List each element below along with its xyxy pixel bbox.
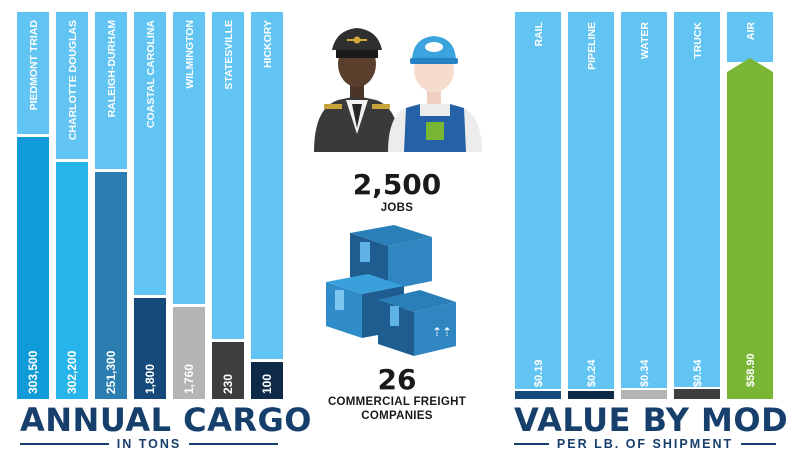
cargo-bar-track: [95, 12, 127, 169]
cargo-title: ANNUAL CARGO: [20, 401, 312, 439]
cargo-category-label: COASTAL CAROLINA: [145, 20, 157, 129]
cargo-value-label: 303,500: [26, 350, 40, 394]
cargo-bar-group-charlotte-douglas: CHARLOTTE DOUGLAS 302,200: [56, 12, 88, 399]
mode-bar: [727, 58, 773, 399]
mode-subtitle: PER LB. OF SHIPMENT: [514, 437, 777, 451]
cargo-bar: [95, 172, 127, 399]
mode-bar: [515, 391, 561, 399]
boxes-icon: ⇡⇡: [326, 225, 456, 356]
mode-value-label: $0.24: [586, 359, 598, 387]
mode-bar-group-air: AIR $58.90: [727, 12, 773, 399]
mode-title: VALUE BY MODE: [514, 401, 789, 439]
mode-category-label: RAIL: [533, 21, 545, 46]
cargo-bar-group-hickory: HICKORY 100: [251, 12, 283, 399]
cargo-category-label: HICKORY: [262, 20, 274, 68]
cargo-value-label: 251,300: [104, 350, 118, 394]
cargo-bar: [212, 342, 244, 399]
mode-subtitle-text: PER LB. OF SHIPMENT: [556, 437, 734, 451]
cargo-category-label: WILMINGTON: [184, 20, 196, 89]
cargo-bar-track: [212, 12, 244, 339]
mode-value-label: $0.54: [692, 359, 704, 387]
mode-bar-track: [674, 12, 720, 387]
cargo-bar: [173, 307, 205, 399]
subtitle-rule-left: [514, 443, 549, 445]
mode-bar: [568, 391, 614, 399]
mode-bar-track: [568, 12, 614, 389]
cargo-value-label: 100: [260, 374, 274, 394]
cargo-category-label: STATESVILLE: [223, 20, 235, 90]
subtitle-rule-right: [189, 443, 279, 445]
cargo-bar: [134, 298, 166, 399]
mode-bar-group-water: WATER $0.34: [621, 12, 667, 399]
mode-bar: [621, 390, 667, 399]
cargo-subtitle-text: IN TONS: [116, 437, 182, 451]
mode-bar-track: [727, 12, 773, 62]
cargo-bar-group-wilmington: WILMINGTON 1,760: [173, 12, 205, 399]
cargo-bar: [56, 162, 88, 399]
companies-label: COMMERCIAL FREIGHT COMPANIES: [327, 396, 467, 422]
worker-icon: [388, 36, 482, 152]
mode-bar-group-truck: TRUCK $0.54: [674, 12, 720, 399]
cargo-bar-group-statesville: STATESVILLE 230: [212, 12, 244, 399]
cargo-value-label: 302,200: [65, 350, 79, 394]
cargo-bar-track: [134, 12, 166, 295]
cargo-value-label: 1,800: [143, 364, 157, 394]
companies-value: 26: [377, 363, 417, 396]
mode-bar-group-rail: RAIL $0.19: [515, 12, 561, 399]
mode-bar-track: [621, 12, 667, 388]
mode-value-label: $0.34: [639, 359, 651, 387]
cargo-value-label: 230: [221, 374, 235, 394]
cargo-bar-track: [173, 12, 205, 304]
mode-bar-group-pipeline: PIPELINE $0.24: [568, 12, 614, 399]
cargo-value-label: 1,760: [182, 364, 196, 394]
svg-text:⇡⇡: ⇡⇡: [432, 325, 452, 339]
pilot-icon: [314, 28, 400, 152]
mode-category-label: PIPELINE: [586, 22, 598, 70]
mode-bar: [674, 389, 720, 399]
cargo-bar-track: [56, 12, 88, 159]
cargo-bar: [17, 137, 49, 399]
cargo-bar-group-piedmont-triad: PIEDMONT TRIAD 303,500: [17, 12, 49, 399]
cargo-bar-group-coastal-carolina: COASTAL CAROLINA 1,800: [134, 12, 166, 399]
annual-cargo-chart: PIEDMONT TRIAD 303,500 CHARLOTTE DOUGLAS 30…: [17, 12, 283, 399]
mode-value-label: $58.90: [745, 353, 757, 387]
value-by-mode-chart: RAIL $0.19 PIPELINE $0.24 WATER $0.34 TRUCK $0.…: [515, 12, 773, 399]
subtitle-rule-right: [741, 443, 777, 445]
jobs-value: 2,500: [352, 168, 442, 201]
cargo-bar: [251, 362, 283, 399]
cargo-bar-track: [17, 12, 49, 134]
mode-value-label: $0.19: [533, 359, 545, 387]
mode-category-label: TRUCK: [692, 22, 704, 59]
cargo-bar-track: [251, 12, 283, 359]
jobs-label: JOBS: [380, 202, 414, 214]
cargo-category-label: RALEIGH-DURHAM: [106, 20, 118, 118]
cargo-category-label: PIEDMONT TRIAD: [28, 20, 40, 111]
cargo-category-label: CHARLOTTE DOUGLAS: [67, 20, 79, 140]
mode-category-label: AIR: [745, 22, 757, 41]
cargo-bar-group-raleigh-durham: RALEIGH-DURHAM 251,300: [95, 12, 127, 399]
mode-bar-track: [515, 12, 561, 389]
mode-category-label: WATER: [639, 22, 651, 60]
subtitle-rule-left: [20, 443, 109, 445]
cargo-subtitle: IN TONS: [20, 437, 279, 451]
